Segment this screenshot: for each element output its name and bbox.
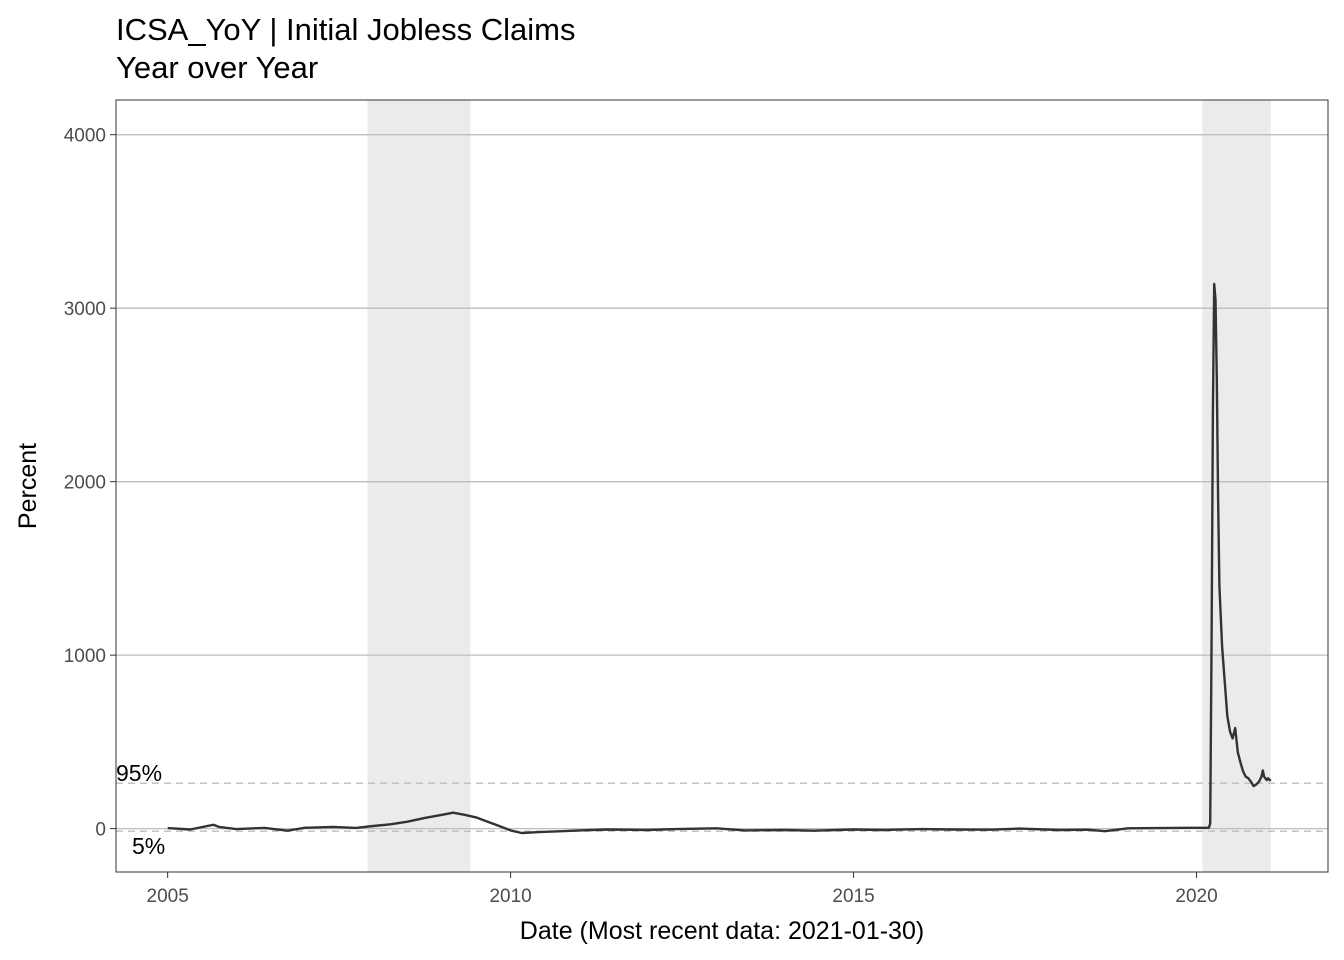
plot-panel (115, 99, 1329, 873)
recession-band-0 (367, 100, 471, 872)
x-tick-label-2005: 2005 (147, 886, 189, 907)
x-axis-ticks: 2005 2010 2015 2020 (147, 872, 1218, 907)
x-tick-label-2020: 2020 (1175, 886, 1217, 907)
chart-title: ICSA_YoY | Initial Jobless Claims (116, 12, 576, 47)
y-tick-label-3000: 3000 (64, 299, 106, 320)
series-lines (167, 282, 1272, 835)
y-tick-label-4000: 4000 (64, 126, 106, 147)
y-tick-label-1000: 1000 (64, 646, 106, 667)
ref-line-label-1: 5% (132, 833, 165, 859)
reference-lines: 95% 5% (116, 760, 1328, 859)
y-tick-label-0: 0 (95, 820, 106, 841)
x-axis-title: Date (Most recent data: 2021-01-30) (520, 917, 924, 945)
y-axis-title: Percent (14, 443, 42, 529)
ref-line-label-0: 95% (116, 760, 162, 786)
plot-border (115, 99, 1329, 873)
series-line-0 (167, 282, 1272, 835)
x-tick-label-2010: 2010 (489, 886, 531, 907)
chart-subtitle: Year over Year (116, 50, 318, 85)
recession-bands (367, 100, 1271, 872)
y-tick-label-2000: 2000 (64, 473, 106, 494)
y-axis-ticks: 0 1000 2000 3000 4000 (64, 126, 116, 841)
x-tick-label-2015: 2015 (832, 886, 874, 907)
